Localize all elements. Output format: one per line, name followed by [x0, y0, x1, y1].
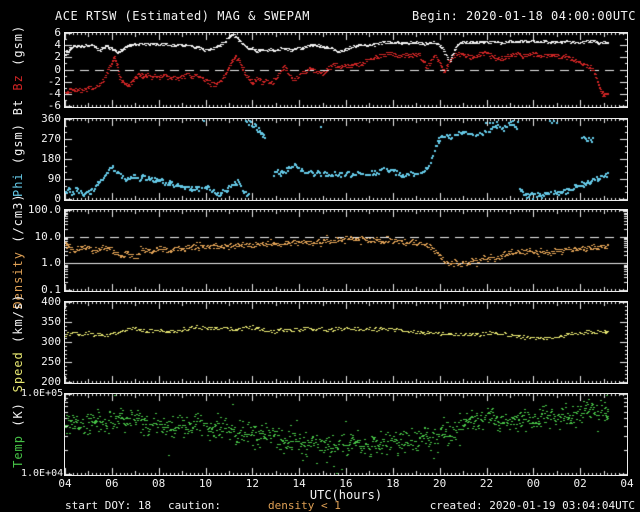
x-tick-label: 18	[386, 477, 400, 490]
phi-axis-title: Phi (gsm)	[11, 122, 25, 196]
axis-title-part: Speed	[11, 350, 25, 392]
axis-title-part: Temp	[11, 434, 25, 468]
temp-axis-title: Temp (K)	[11, 402, 25, 468]
x-tick-label: 14	[292, 477, 306, 490]
x-tick-label: 16	[339, 477, 353, 490]
y-tick-label: 270	[41, 132, 61, 145]
y-tick-label: 360	[41, 112, 61, 125]
y-tick-label: 350	[41, 315, 61, 328]
x-tick-label: 20	[433, 477, 447, 490]
y-tick-label: 200	[41, 375, 61, 388]
y-tick-label: 6	[54, 26, 61, 39]
density-axis-title: Density (/cm3)	[11, 193, 25, 308]
axis-title-part: (K)	[11, 401, 25, 435]
caution-value: density < 1	[268, 499, 341, 512]
panel-density	[64, 209, 628, 292]
axis-title-part: (km/s)	[11, 293, 25, 351]
panel-phi	[64, 118, 628, 201]
panel-temp	[64, 393, 628, 476]
y-tick-label: 4	[54, 38, 61, 52]
y-tick-label: 0.1	[41, 283, 61, 296]
x-tick-label: 22	[479, 477, 494, 490]
y-tick-label: 1.0E+05	[21, 388, 64, 399]
y-tick-label: 0	[54, 62, 61, 76]
axis-title-part: Bt	[11, 90, 25, 116]
y-tick-label: 2	[54, 50, 61, 64]
x-tick-label: 12	[245, 477, 259, 490]
y-tick-label: 0	[54, 192, 61, 205]
speed-axis-title: Speed (km/s)	[11, 293, 25, 392]
temp-plot-canvas	[65, 394, 627, 475]
x-tick-label: 02	[573, 477, 587, 490]
phi-plot-canvas	[65, 119, 627, 200]
y-tick-label: 300	[41, 335, 61, 348]
created-timestamp: created: 2020-01-19 03:04:04UTC	[429, 499, 635, 512]
x-tick-label: 08	[152, 477, 166, 490]
y-tick-label: 1.0E+04	[21, 468, 64, 479]
y-tick-label: 90	[47, 172, 61, 185]
begin-timestamp: Begin: 2020-01-18 04:00:00UTC	[411, 9, 636, 23]
x-tick-label: 04	[58, 477, 72, 490]
bt-bz-axis-title: Bt Bz (gsm)	[11, 25, 25, 116]
y-tick-label: 180	[41, 152, 61, 165]
panel-speed	[64, 301, 628, 384]
y-tick-label: -2	[47, 74, 61, 88]
axis-title-part: (gsm)	[11, 24, 25, 75]
axis-title-part: (gsm)	[11, 122, 25, 172]
x-axis-title: UTC(hours)	[309, 488, 383, 502]
y-tick-label: 250	[41, 355, 61, 368]
x-tick-label: 00	[526, 477, 540, 490]
axis-title-part: (/cm3)	[11, 192, 25, 251]
start-doy-label: start DOY: 18	[65, 499, 152, 512]
x-tick-label: 06	[105, 477, 119, 490]
axis-title-part: Bz	[11, 74, 25, 91]
y-tick-label: 1.0	[41, 256, 61, 270]
panel-bt-bz	[64, 32, 628, 108]
y-tick-label: 10.0	[34, 229, 62, 243]
speed-plot-canvas	[65, 302, 627, 383]
y-tick-label: 100.0	[27, 203, 61, 216]
plot-title: ACE RTSW (Estimated) MAG & SWEPAM	[55, 9, 310, 23]
y-tick-label: -6	[47, 99, 61, 112]
y-tick-label: 400	[41, 295, 61, 308]
density-plot-canvas	[65, 210, 627, 291]
x-tick-label: 04	[620, 477, 634, 490]
bt-bz-plot-canvas	[65, 33, 627, 107]
y-tick-label: -4	[47, 86, 61, 100]
x-tick-label: 10	[198, 477, 213, 490]
caution-label: caution:	[168, 499, 221, 512]
